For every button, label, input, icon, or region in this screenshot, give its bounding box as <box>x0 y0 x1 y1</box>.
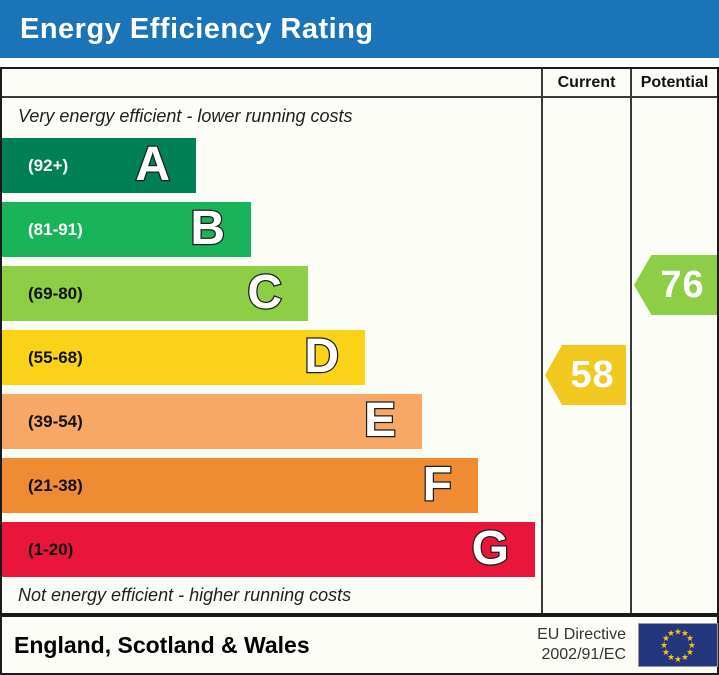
eu-directive-line2: 2002/91/EC <box>541 646 626 663</box>
band-bar-a: (92+) A <box>2 137 196 193</box>
page-title: Energy Efficiency Rating <box>20 12 374 45</box>
band-bar-d: (55-68) D <box>2 329 365 385</box>
eu-flag-star: ★ <box>674 626 682 636</box>
header-row-divider <box>2 96 717 98</box>
band-letter-e: E <box>363 393 398 449</box>
eu-flag-star: ★ <box>681 628 689 638</box>
eu-flag-star: ★ <box>674 654 682 664</box>
band-bar-g: (1-20) G <box>2 521 535 577</box>
eu-flag-star: ★ <box>660 640 668 650</box>
eu-flag-icon: ★ ★★★★★★★★★★★ <box>638 623 718 667</box>
current-column-divider <box>541 69 543 613</box>
band-bar-c: (69-80) C <box>2 265 308 321</box>
title-bar: Energy Efficiency Rating <box>0 0 719 58</box>
eu-flag-star: ★ <box>686 647 694 657</box>
band-letter-c: C <box>246 265 283 321</box>
footer-region-label: England, Scotland & Wales <box>14 632 310 658</box>
band-range-label-f: (21-38) <box>28 476 83 495</box>
band-range-label-c: (69-80) <box>28 284 83 303</box>
eu-flag-star: ★ <box>688 640 696 650</box>
eu-flag-star: ★ <box>686 633 694 643</box>
potential-column-divider <box>630 69 632 613</box>
band-letter-d: D <box>303 329 340 385</box>
potential-rating-arrow: 76 <box>634 255 717 315</box>
band-letter-a: A <box>134 137 171 193</box>
caption-very-efficient: Very energy efficient - lower running co… <box>18 106 353 126</box>
band-range-label-d: (55-68) <box>28 348 83 367</box>
current-column-header: Current <box>557 74 616 91</box>
current-rating-arrow: 58 <box>545 345 626 405</box>
eu-directive-label: EU Directive 2002/91/EC <box>537 625 626 665</box>
current-rating-value: 58 <box>570 353 615 396</box>
band-range-label-a: (92+) <box>28 156 69 175</box>
rating-table: Current Potential Very energy efficient … <box>0 67 719 615</box>
potential-column-header: Potential <box>640 74 709 91</box>
eu-flag-star: ★ <box>667 628 675 638</box>
eu-flag-star: ★ <box>662 633 670 643</box>
eu-flag-star: ★ <box>662 647 670 657</box>
band-letter-f: F <box>421 457 453 513</box>
band-range-label-e: (39-54) <box>28 412 83 431</box>
band-range-label-b: (81-91) <box>28 220 83 239</box>
band-letter-g: G <box>470 521 510 577</box>
eu-directive-line1: EU Directive <box>537 626 626 643</box>
band-bar-f: (21-38) F <box>2 457 478 513</box>
band-range-label-g: (1-20) <box>28 540 74 559</box>
potential-rating-value: 76 <box>660 263 705 306</box>
band-bar-b: (81-91) B <box>2 201 251 257</box>
eu-flag-star: ★ <box>667 652 675 662</box>
eu-flag-star: ★ <box>681 652 689 662</box>
band-letter-b: B <box>189 201 226 257</box>
band-bar-e: (39-54) E <box>2 393 422 449</box>
footer: England, Scotland & Wales EU Directive 2… <box>0 615 719 675</box>
caption-not-efficient: Not energy efficient - higher running co… <box>18 585 352 605</box>
